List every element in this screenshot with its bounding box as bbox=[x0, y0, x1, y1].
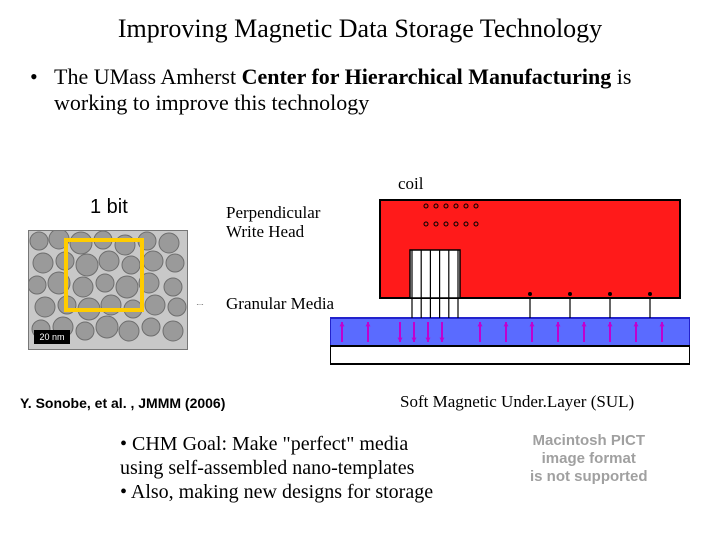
one-bit-box bbox=[64, 238, 144, 312]
bullet-dot: • bbox=[30, 64, 54, 116]
main-bullet: • The UMass Amherst Center for Hierarchi… bbox=[0, 54, 720, 116]
bullet-pre: The UMass Amherst bbox=[54, 64, 242, 89]
granular-media-label: Granular Media bbox=[226, 294, 334, 314]
one-bit-label: 1 bit bbox=[90, 196, 128, 219]
goal-line-1: • CHM Goal: Make "perfect" media bbox=[120, 432, 433, 456]
mac-pict-l1: Macintosh PICT bbox=[530, 432, 648, 450]
mac-pict-l3: is not supported bbox=[530, 468, 648, 486]
goals-block: • CHM Goal: Make "perfect" media using s… bbox=[120, 432, 433, 504]
scalebar: 20 nm bbox=[34, 330, 70, 344]
granular-arrow-icon bbox=[174, 304, 226, 305]
mac-pict-l2: image format bbox=[530, 450, 648, 468]
goal-line-2: using self-assembled nano-templates bbox=[120, 456, 433, 480]
write-head-diagram bbox=[330, 170, 690, 390]
citation-text: Y. Sonobe, et al. , JMMM (2006) bbox=[20, 395, 225, 411]
bullet-text: The UMass Amherst Center for Hierarchica… bbox=[54, 64, 690, 116]
bullet-bold: Center for Hierarchical Manufacturing bbox=[242, 64, 612, 89]
write-head-label: Perpendicular Write Head bbox=[226, 204, 320, 241]
write-head-l1: Perpendicular bbox=[226, 203, 320, 222]
goal-line-3: • Also, making new designs for storage bbox=[120, 480, 433, 504]
sul-label: Soft Magnetic Under.Layer (SUL) bbox=[400, 392, 634, 412]
macintosh-pict-placeholder: Macintosh PICT image format is not suppo… bbox=[530, 432, 648, 486]
diagram-area: 1 bit 20 nm coil Perpendicular Write Hea… bbox=[0, 170, 720, 410]
write-head-l2: Write Head bbox=[226, 222, 304, 241]
slide-title: Improving Magnetic Data Storage Technolo… bbox=[0, 0, 720, 54]
